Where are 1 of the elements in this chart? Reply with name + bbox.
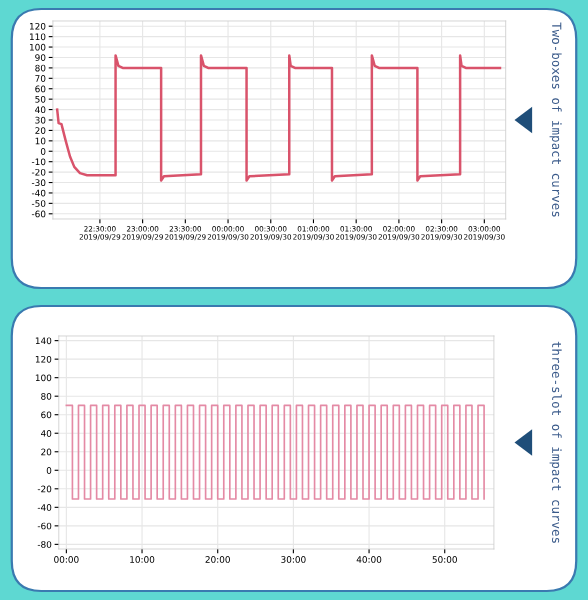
line-series (55, 54, 502, 182)
